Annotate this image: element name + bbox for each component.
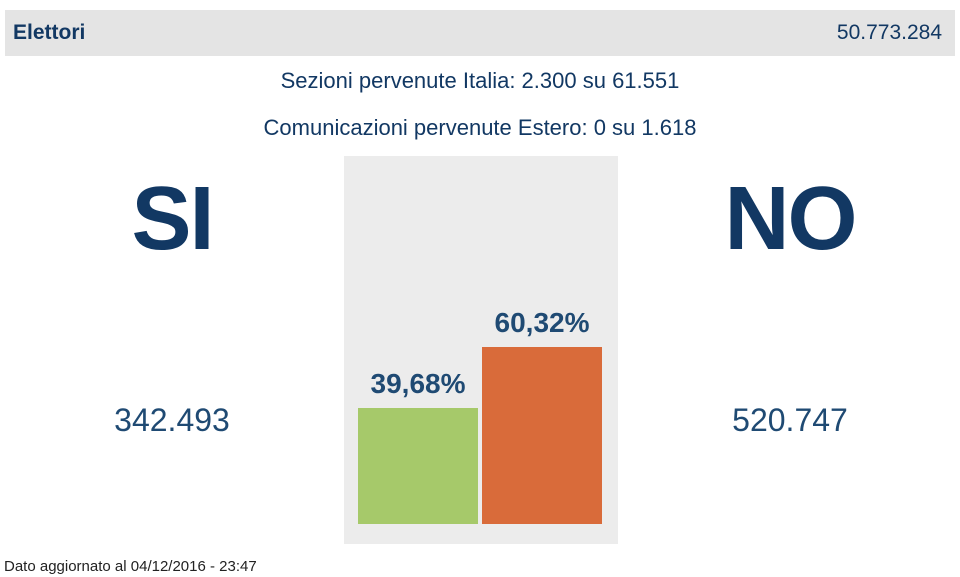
si-votes: 342.493 [114, 402, 230, 438]
electors-count: 50.773.284 [836, 21, 942, 44]
si-title: SI [131, 169, 214, 269]
no-votes: 520.747 [732, 402, 848, 438]
bar-si-percent-label: 39,68% [370, 367, 466, 399]
no-title: NO [724, 169, 858, 269]
bar-no [482, 347, 602, 524]
communications-received-abroad: Comunicazioni pervenute Estero: 0 su 1.6… [263, 115, 697, 140]
bar-chart-panel: 39,68% 60,32% [344, 156, 618, 544]
electors-header: Elettori 50.773.284 [5, 10, 955, 56]
bar-si [358, 407, 478, 524]
last-updated-text: Dato aggiornato al 04/12/2016 - 23:47 [4, 558, 257, 575]
electors-label: Elettori [13, 21, 86, 44]
bar-no-percent-label: 60,32% [494, 307, 590, 339]
sections-received-italy: Sezioni pervenute Italia: 2.300 su 61.55… [280, 68, 680, 93]
